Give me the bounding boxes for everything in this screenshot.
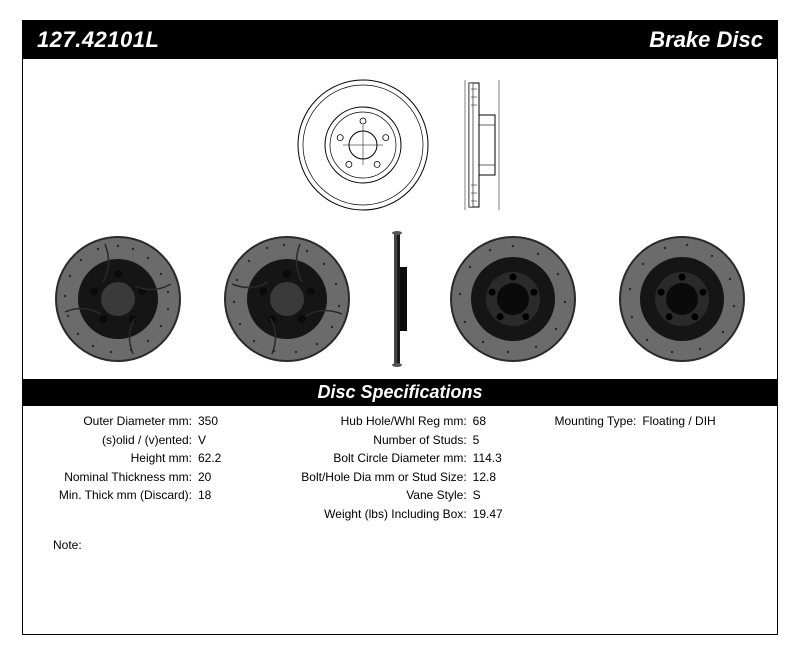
spec-row: Mounting Type:Floating / DIH (522, 412, 767, 431)
spec-row: Number of Studs:5 (278, 431, 523, 450)
spec-value: 19.47 (473, 505, 503, 524)
rotor-face-drawing (293, 75, 433, 215)
spec-label: Outer Diameter mm: (33, 412, 198, 431)
spec-value: Floating / DIH (642, 412, 715, 431)
part-number: 127.42101L (37, 27, 159, 53)
rotor-photo-front-1 (53, 234, 183, 364)
note-label: Note: (23, 524, 777, 552)
spec-value: 62.2 (198, 449, 221, 468)
spec-value: 350 (198, 412, 218, 431)
spec-label: Bolt Circle Diameter mm: (278, 449, 473, 468)
spec-value: 114.3 (473, 449, 502, 468)
spec-column-2: Hub Hole/Whl Reg mm:68 Number of Studs:5… (278, 412, 523, 524)
spec-row: Weight (lbs) Including Box:19.47 (278, 505, 523, 524)
spec-label: Hub Hole/Whl Reg mm: (278, 412, 473, 431)
spec-value: 68 (473, 412, 486, 431)
rotor-photo-back-1 (448, 234, 578, 364)
rotor-side-drawing (463, 75, 508, 215)
spec-label: (s)olid / (v)ented: (33, 431, 198, 450)
spec-label: Bolt/Hole Dia mm or Stud Size: (278, 468, 473, 487)
spec-label: Vane Style: (278, 486, 473, 505)
spec-row: Nominal Thickness mm:20 (33, 468, 278, 487)
spec-label: Mounting Type: (522, 412, 642, 431)
spec-value: 5 (473, 431, 480, 450)
spec-row: Hub Hole/Whl Reg mm:68 (278, 412, 523, 431)
spec-column-3: Mounting Type:Floating / DIH (522, 412, 767, 524)
spec-value: 20 (198, 468, 211, 487)
spec-label: Number of Studs: (278, 431, 473, 450)
spec-row: Vane Style:S (278, 486, 523, 505)
spec-table: Outer Diameter mm:350 (s)olid / (v)ented… (23, 406, 777, 524)
product-type: Brake Disc (649, 27, 763, 53)
rotor-photo-back-2 (617, 234, 747, 364)
spec-value: V (198, 431, 206, 450)
rotor-photo-edge (391, 229, 409, 369)
spec-header-text: Disc Specifications (317, 382, 482, 402)
technical-drawing (23, 59, 777, 219)
spec-label: Height mm: (33, 449, 198, 468)
spec-row: Min. Thick mm (Discard):18 (33, 486, 278, 505)
spec-row: Height mm:62.2 (33, 449, 278, 468)
spec-row: Bolt/Hole Dia mm or Stud Size:12.8 (278, 468, 523, 487)
product-photos (23, 219, 777, 379)
spec-header-bar: Disc Specifications (23, 379, 777, 406)
spec-row: Bolt Circle Diameter mm:114.3 (278, 449, 523, 468)
spec-value: S (473, 486, 481, 505)
spec-column-1: Outer Diameter mm:350 (s)olid / (v)ented… (33, 412, 278, 524)
spec-label: Weight (lbs) Including Box: (278, 505, 473, 524)
spec-row: (s)olid / (v)ented:V (33, 431, 278, 450)
spec-row: Outer Diameter mm:350 (33, 412, 278, 431)
spec-value: 12.8 (473, 468, 496, 487)
rotor-photo-front-2 (222, 234, 352, 364)
spec-value: 18 (198, 486, 211, 505)
spec-label: Nominal Thickness mm: (33, 468, 198, 487)
spec-sheet: 127.42101L Brake Disc (22, 20, 778, 635)
spec-label: Min. Thick mm (Discard): (33, 486, 198, 505)
header-bar: 127.42101L Brake Disc (23, 21, 777, 59)
